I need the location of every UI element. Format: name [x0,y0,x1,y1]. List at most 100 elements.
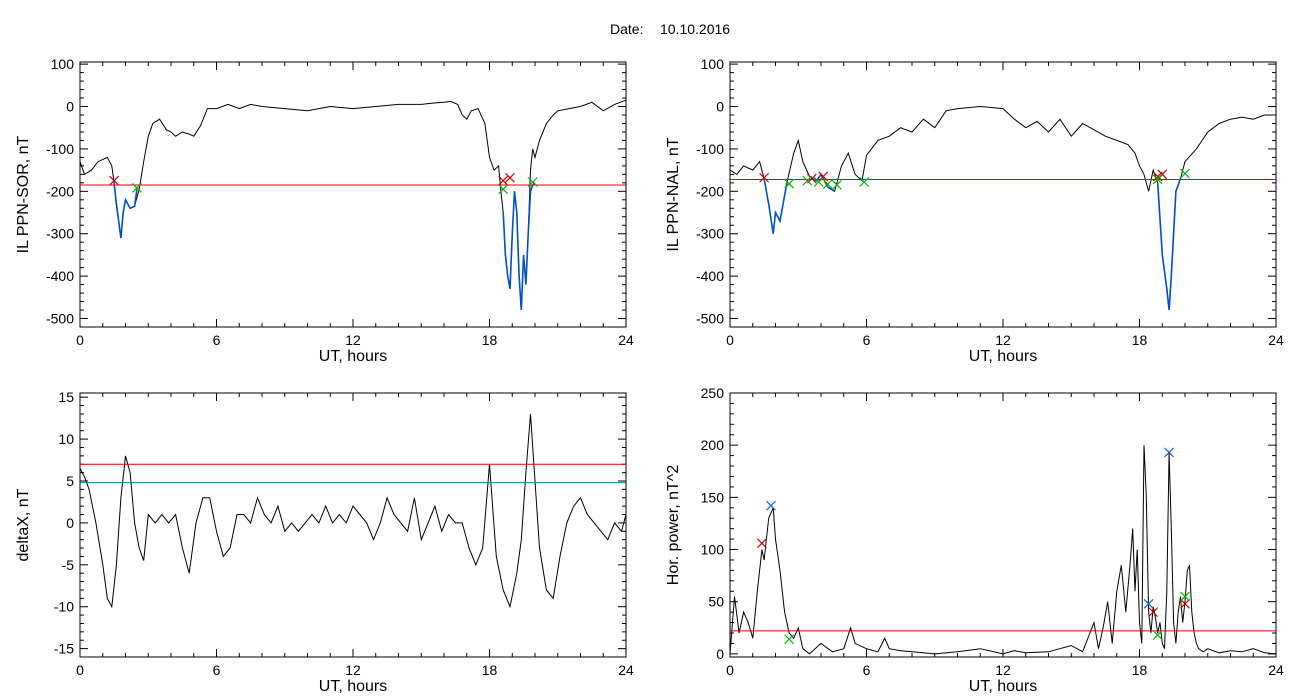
marker-red [109,175,120,186]
marker-red-stroke [498,175,509,186]
marker-green-stroke [1152,174,1163,185]
marker-green-stroke [859,177,870,187]
marker-red [1148,607,1159,618]
y-tick-label: 0 [716,99,724,115]
y-tick-label: -300 [696,226,724,242]
data-series-line [79,413,627,609]
marker-blue [766,500,776,511]
marker-green-stroke [832,180,842,190]
marker-red [756,538,767,549]
x-tick-label: 6 [863,662,871,678]
x-tick-label: 6 [863,332,871,348]
marker-green-stroke [822,179,833,190]
highlight-segment [1156,178,1182,311]
marker-green [813,177,824,187]
marker-blue-stroke [1143,598,1154,609]
date-label: Date: [610,21,643,37]
chart-panel-2: 0 6 12 18 24 -500 -400 -300 -200 -100 0 100 UT, hour… [665,56,1284,365]
x-axis-title: UT, hours [319,678,387,695]
x-axis-title: UT, hours [319,348,387,365]
y-tick-label: -100 [46,141,74,157]
marker-green-stroke [498,184,509,195]
x-tick-label: 0 [726,662,734,678]
y-tick-label: 200 [701,437,725,453]
y-tick-label: 250 [701,385,725,401]
marker-red [759,172,770,183]
y-tick-label: -400 [46,268,74,284]
x-tick-label: 6 [213,662,221,678]
y-tick-label: 0 [716,646,724,662]
marker-green [832,180,842,190]
data-series-line [729,105,1276,311]
x-tick-label: 18 [482,332,498,348]
x-tick-label: 12 [345,662,361,678]
marker-green-stroke [1152,630,1163,641]
x-tick-label: 18 [482,662,498,678]
y-tick-label: 100 [701,542,725,558]
x-tick-label: 24 [1268,662,1284,678]
x-tick-label: 12 [995,662,1011,678]
x-tick-label: 0 [76,332,84,348]
marker-green [784,634,795,645]
x-axis-title: UT, hours [969,678,1037,695]
y-tick-label: -100 [696,141,724,157]
x-tick-label: 18 [1132,662,1148,678]
x-tick-label: 24 [1268,332,1284,348]
highlight-segment [763,178,788,234]
marker-green-stroke [1180,591,1190,602]
x-tick-label: 24 [618,662,634,678]
y-tick-label: -500 [696,311,724,327]
marker-green-stroke [784,634,795,645]
plot-frame [79,392,627,658]
marker-blue [1143,598,1154,609]
y-axis-title: Hor. power, nT^2 [665,465,682,586]
highlight-segment [502,182,536,311]
y-tick-label: -500 [46,311,74,327]
marker-green [784,178,795,189]
y-axis-title: deltaX, nT [15,488,32,561]
marker-red [498,175,509,186]
marker-green-stroke [131,183,142,193]
chart-panel-1: 0 6 12 18 24 -500 -400 -300 -200 -100 0 100 UT, hour… [15,56,634,365]
y-tick-label: -10 [54,599,74,615]
marker-green [822,179,833,190]
marker-green [1152,630,1163,641]
plot-frame [729,61,1277,328]
marker-green-stroke [527,177,538,187]
marker-green [498,184,509,195]
figure-header: Date: 10.10.2016 [610,21,730,37]
x-tick-label: 6 [213,332,221,348]
marker-green [802,175,813,186]
marker-green-stroke [802,175,813,186]
marker-green [1180,168,1190,179]
plot-frame [729,392,1277,658]
marker-red-stroke [1180,598,1190,609]
y-axis-title: IL PPN-SOR, nT [15,135,32,253]
marker-green-stroke [784,178,795,189]
y-tick-label: -300 [46,226,74,242]
plot-frame [79,61,627,328]
data-series-line [729,445,1277,655]
x-tick-label: 12 [995,332,1011,348]
marker-green [131,183,142,193]
y-tick-label: 5 [66,473,74,489]
date-value: 10.10.2016 [660,21,730,37]
y-axis-title: IL PPN-NAL, nT [665,137,682,251]
y-tick-label: 50 [708,594,724,610]
marker-blue-stroke [766,500,776,511]
marker-green [1180,591,1190,602]
x-tick-label: 24 [618,332,634,348]
y-tick-label: 150 [701,489,725,505]
y-tick-label: 15 [58,389,74,405]
marker-red-stroke [1148,607,1159,618]
y-tick-label: -15 [54,641,74,657]
chart-panel-4: 0 6 12 18 24 0 50 100 150 200 250 UT, hours Hor. pow… [665,385,1284,695]
marker-red [818,171,829,182]
marker-red-stroke [756,538,767,549]
chart-panel-3: 0 6 12 18 24 -15 -10 -5 0 5 10 15 UT, hours deltaX, n… [15,389,634,695]
marker-green [1152,174,1163,185]
y-tick-label: 10 [58,431,74,447]
y-tick-label: -200 [46,183,74,199]
y-tick-label: 100 [701,56,725,72]
marker-blue [1164,447,1174,458]
